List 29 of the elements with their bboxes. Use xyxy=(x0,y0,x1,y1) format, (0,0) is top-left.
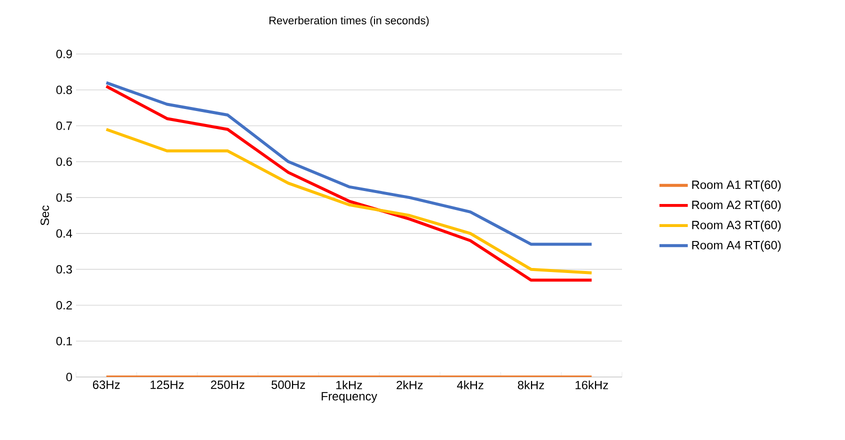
x-tick-label: 8kHz xyxy=(518,380,544,390)
line-series xyxy=(104,84,594,282)
legend-label: Room A3 RT(60) xyxy=(692,220,781,232)
y-tick-label: 0.8 xyxy=(56,86,72,94)
x-tick-label: 500Hz xyxy=(272,380,305,389)
y-tick-label: 0.4 xyxy=(56,229,72,238)
x-tick-label: 4kHz xyxy=(456,380,484,390)
line-series xyxy=(104,81,594,246)
y-tick-label: 0.5 xyxy=(56,193,72,202)
chart-title: Reverberation times (in seconds) xyxy=(270,16,429,26)
y-tick-label: 0 xyxy=(66,372,72,382)
x-tick-label: 250Hz xyxy=(210,380,244,389)
x-tick-label: 63Hz xyxy=(92,380,120,389)
legend-label: Room A1 RT(60) xyxy=(692,180,781,192)
y-tick-label: 0.3 xyxy=(56,265,72,274)
x-axis-title: Frequency xyxy=(322,392,378,403)
y-tick-label: 0.2 xyxy=(56,300,72,310)
y-tick-label: 0.6 xyxy=(56,157,72,166)
y-tick-label: 0.9 xyxy=(56,50,72,58)
x-tick-label: 125Hz xyxy=(150,380,184,389)
y-axis-title: Sec xyxy=(40,206,50,226)
y-tick-label: 0.1 xyxy=(56,336,72,346)
line-series xyxy=(104,128,594,274)
x-tick-label: 16kHz xyxy=(576,380,608,390)
x-tick-label: 1kHz xyxy=(336,380,362,390)
x-tick-label: 2kHz xyxy=(396,380,423,390)
legend-label: Room A2 RT(60) xyxy=(692,200,781,212)
legend-label: Room A4 RT(60) xyxy=(692,240,781,252)
y-tick-label: 0.7 xyxy=(56,122,72,130)
